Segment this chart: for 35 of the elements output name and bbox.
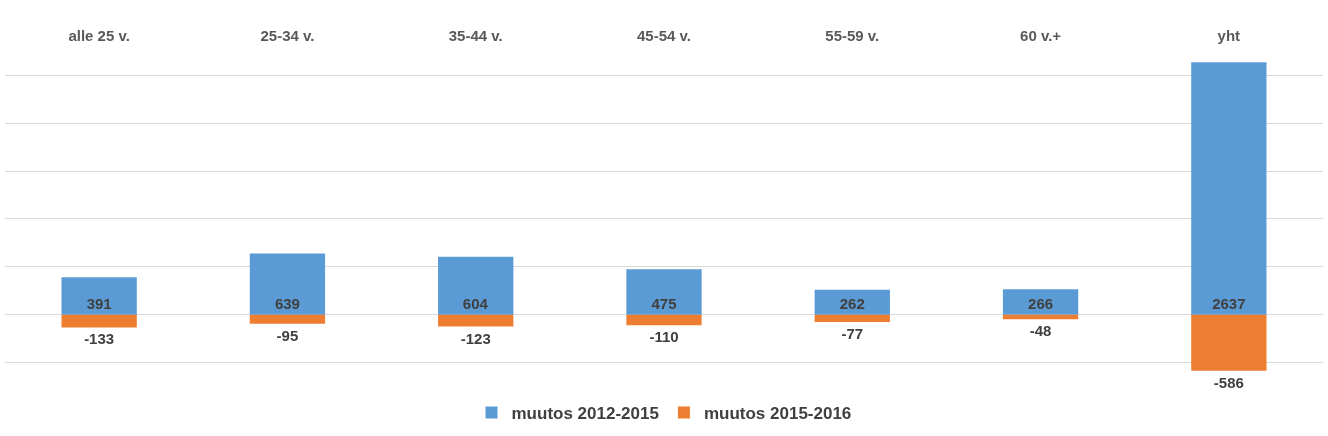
bar [438,256,514,315]
bar [61,314,137,328]
data-label: -123 [460,329,491,347]
x-tick-label: yht [1217,27,1241,44]
data-label: -77 [841,325,864,343]
bar [61,277,137,315]
bar [626,269,702,315]
data-label: -95 [276,326,299,344]
bar [626,314,702,326]
legend-label: muutos 2012-2015 [511,404,659,424]
data-label: 391 [86,294,112,312]
bar [1002,289,1079,315]
data-label: 639 [274,294,300,312]
x-tick-label: 60 v.+ [1020,27,1062,44]
bar [249,253,326,315]
data-label: 262 [839,294,865,312]
bar [1191,62,1267,315]
x-tick-label: 45-54 v. [637,27,691,44]
bar [438,314,514,327]
data-label: -586 [1213,373,1244,391]
bar [249,314,326,324]
legend-label: muutos 2015-2016 [703,404,852,424]
x-tick-label: 55-59 v. [825,27,880,44]
bar [1191,314,1267,371]
data-label: 475 [651,294,677,312]
x-tick-label: alle 25 v. [68,27,130,44]
data-label: 266 [1028,294,1054,312]
x-tick-label: 35-44 v. [448,27,503,44]
data-label: -110 [649,328,679,346]
data-label: -48 [1029,322,1052,340]
x-tick-label: 25-34 v. [260,27,315,44]
bar [814,314,890,323]
data-label: 2637 [1212,294,1246,312]
data-label: -133 [84,330,115,348]
data-label: 604 [462,294,489,312]
